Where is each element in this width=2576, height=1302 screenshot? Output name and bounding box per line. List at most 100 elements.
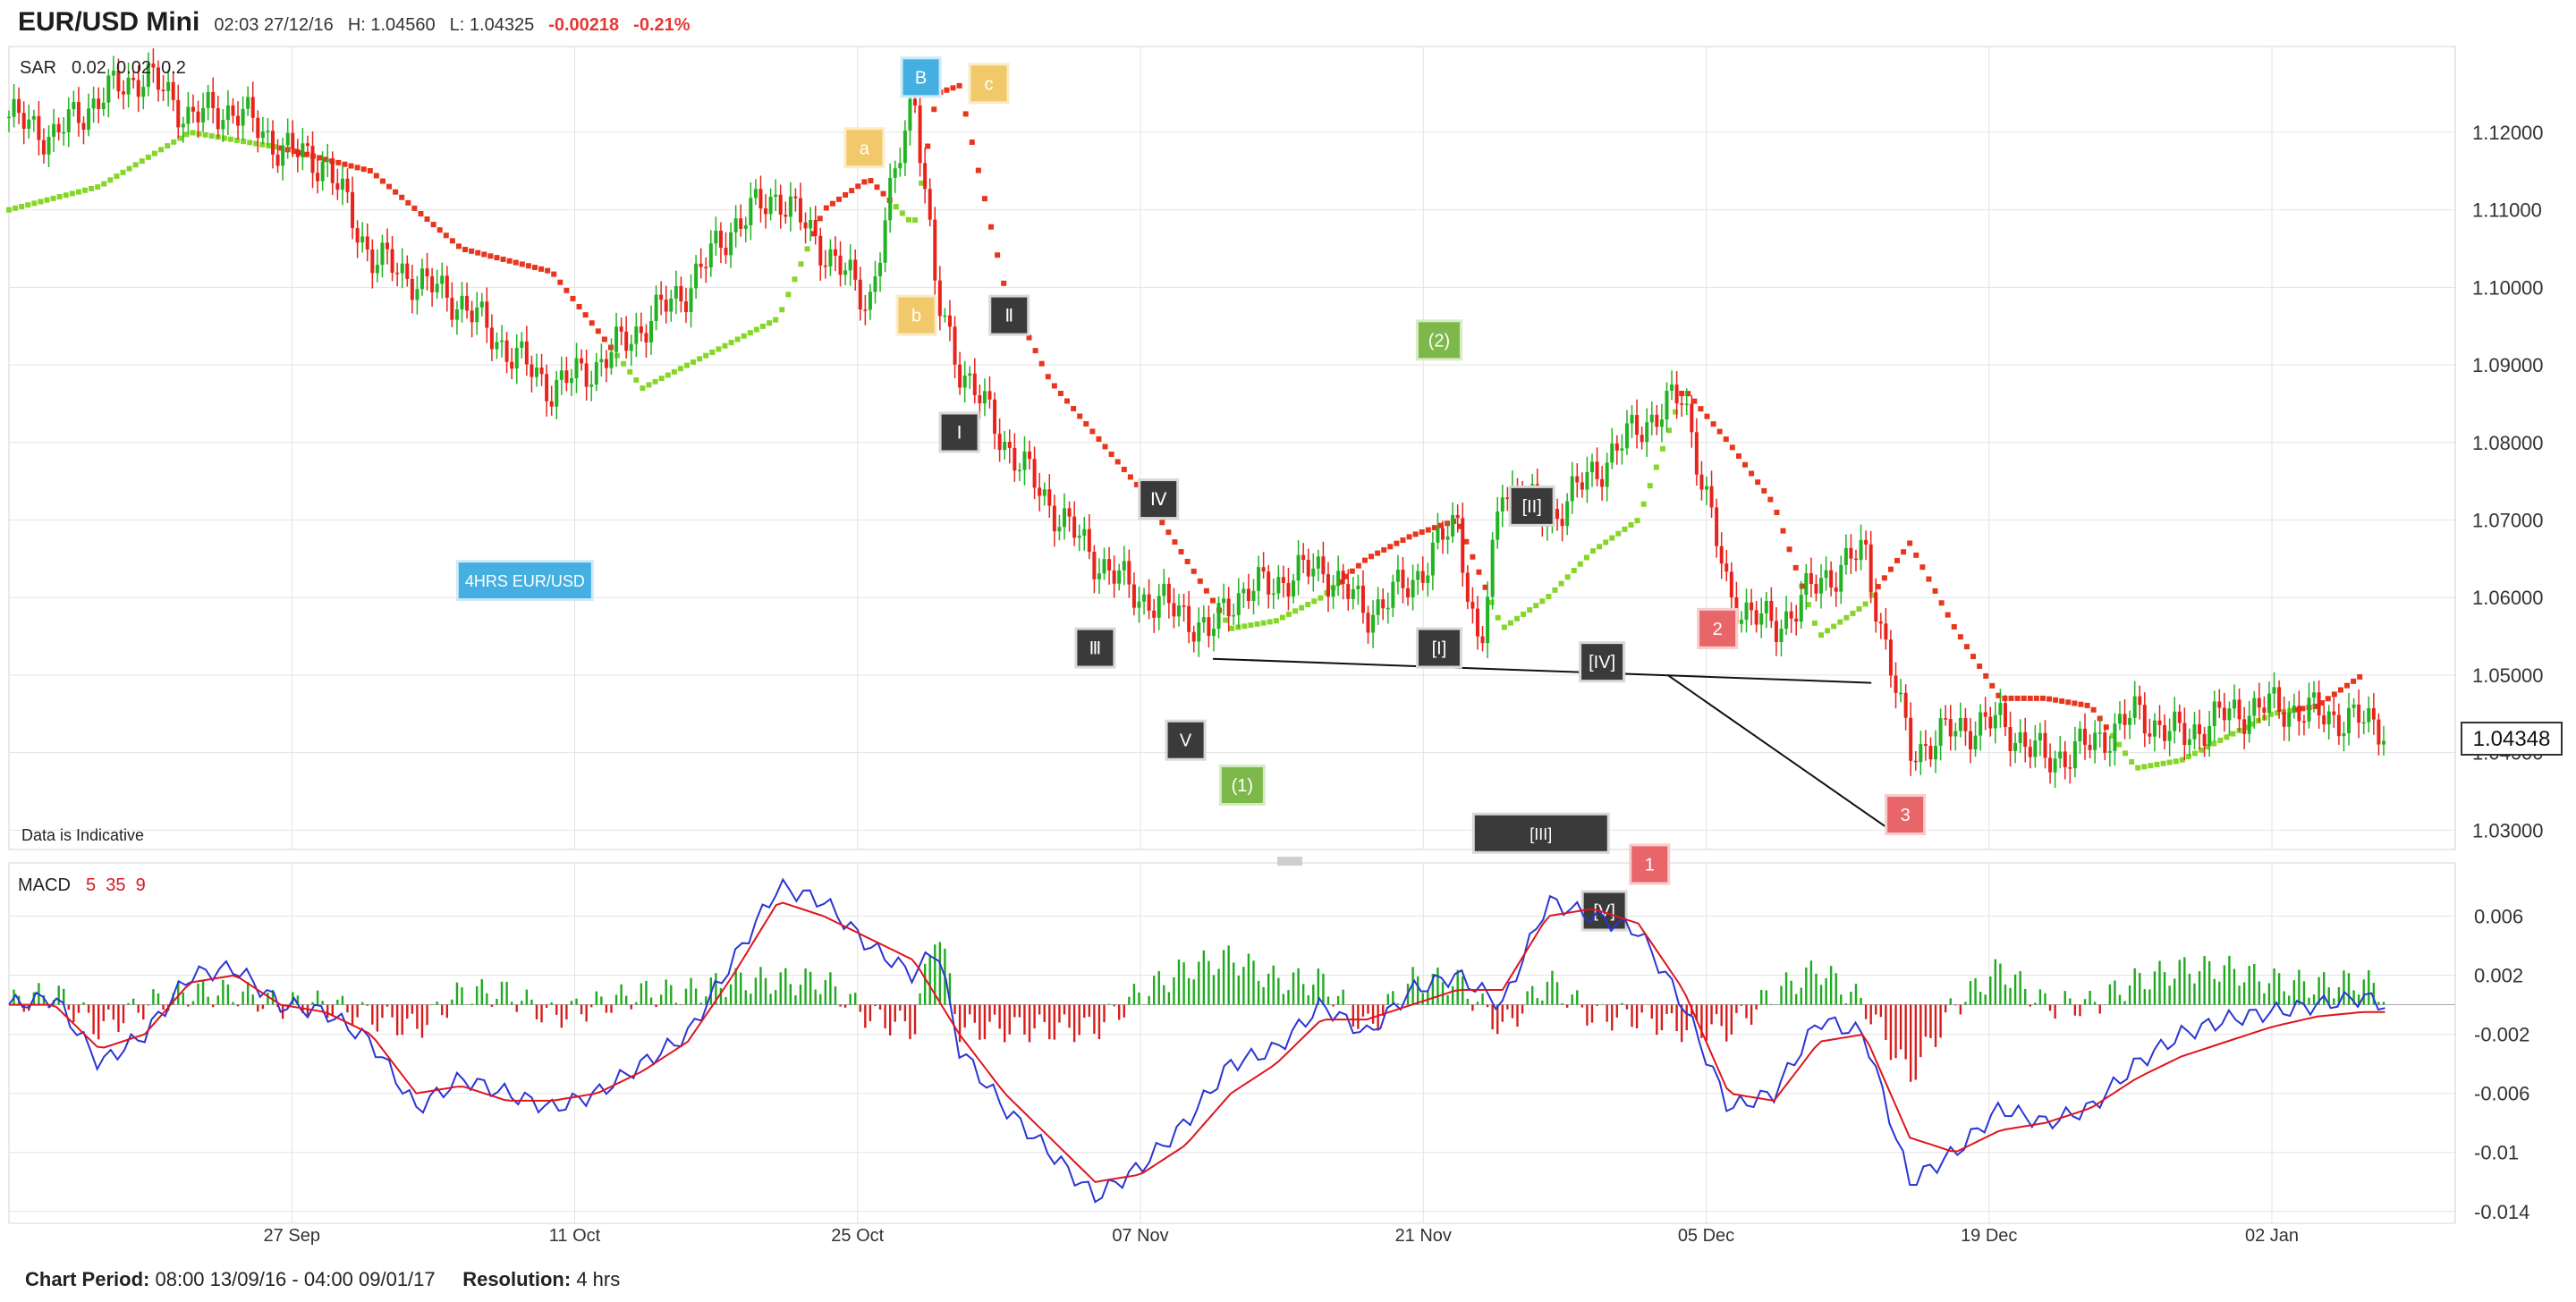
sar-dot [19,203,25,209]
candle-body [465,295,470,311]
candle-body [181,123,185,128]
candle-body [2371,707,2376,720]
wave-label-box [941,414,978,451]
change-percent: -0.21% [633,15,691,35]
sar-dot [1634,518,1640,524]
sar-dot [589,320,595,326]
disclaimer: Data is Indicative [21,826,144,844]
sar-dot [709,350,716,356]
wave-label-box [970,65,1007,102]
sar-dot [1394,540,1400,546]
sar-dot [1647,483,1653,489]
sar-dot [13,205,19,211]
sar-dot [500,256,506,262]
candle-body [1166,583,1171,604]
candle-body [664,300,668,312]
resolution-label: Resolution: [462,1268,572,1290]
wave-label-green: (2) [1415,319,1462,361]
candle-body [530,364,534,377]
wave-label-red: 1 [1629,843,1671,885]
sar-dot [2027,695,2033,701]
price-tick-label: 1.05000 [2472,664,2544,687]
candle-body [225,105,230,121]
trend-line [1212,657,1872,684]
candle-body [2013,742,2018,751]
sar-dot [1564,574,1571,580]
candle-body [888,177,893,221]
candle-body [1684,403,1689,406]
sar-dot [1603,539,1609,545]
sar-dot [2173,758,2179,765]
sar-dot [1355,562,1361,569]
candle-body [699,263,703,267]
sar-dot [753,326,759,333]
panel-resize-handle[interactable] [1277,857,1302,866]
candle-body [2267,693,2271,714]
candle-body [1057,527,1062,532]
price-tick-label: 1.03000 [2472,819,2544,841]
sar-dot [919,180,925,186]
sar-dot [2230,731,2236,737]
sar-dot [545,267,551,274]
candle-body [1859,539,1863,561]
sar-label: SAR [20,58,56,78]
candle-body [250,97,255,118]
sar-dot [2179,757,2185,763]
candle-body [1774,621,1778,642]
candle-body [316,173,320,182]
candle-body [718,230,723,249]
sar-dot [893,204,899,210]
candle-body [1715,507,1719,546]
candle-body [1082,528,1087,537]
price-tick-label: 1.12000 [2472,122,2544,144]
candle-body [1993,714,1997,729]
candle-body [330,159,335,183]
candle-body [823,265,827,267]
candle-body [17,98,21,114]
sar-dot [196,131,202,137]
candle-body [868,292,872,310]
sar-dot [728,340,734,346]
wave-label-text: Ⅲ [1089,639,1102,659]
sar-dot [158,147,165,153]
candle-body [2202,733,2207,747]
sar-dot [912,217,919,224]
wave-label-text: a [860,139,870,158]
sar-dot [1470,554,1476,560]
sar-dot [1197,578,1203,584]
candle-body [624,331,629,351]
candle-body [131,77,136,80]
candle-body [1162,583,1166,596]
candle-body [275,154,280,166]
candle-body [2347,707,2351,733]
sar-dot [1191,568,1197,574]
candle-body [768,196,773,215]
candle-body [1884,623,1888,640]
sar-dot [2129,759,2135,765]
price-tick-label: 1.10000 [2472,276,2544,299]
sar-dot [779,307,785,313]
sar-dot [38,199,44,205]
candle-body [1087,528,1091,553]
candle-body [848,259,852,271]
candle-body [2152,720,2157,737]
sar-dot [2337,687,2343,693]
sar-dot [1102,444,1108,450]
candle-body [729,232,733,256]
wave-label-box [1418,630,1460,666]
candle-body [1197,622,1201,642]
candle-body [1729,571,1733,597]
sar-dot [975,167,981,173]
panel-labels: SAR 0.02 0.02 0.2 Data is Indicative MAC… [18,58,2563,895]
candle-body [539,368,544,375]
candle-body [2142,705,2147,734]
candle-body [1052,505,1056,532]
sar-dot [25,202,31,208]
sar-dot [1381,546,1387,553]
sar-dot [1755,479,1761,486]
candle-body [1216,603,1221,630]
candle-body [1670,385,1674,391]
candle-body [1958,717,1962,731]
candle-body [136,80,140,97]
